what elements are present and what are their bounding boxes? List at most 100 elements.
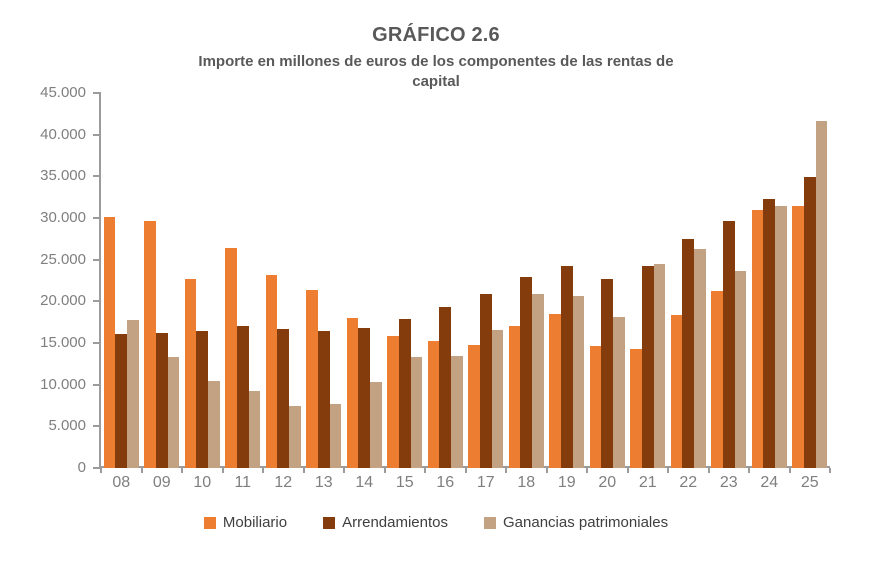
bar-18-arrendamientos xyxy=(520,277,533,468)
bar-20-ganancias-patrimoniales xyxy=(613,317,625,468)
chart-subtitle-line-1: Importe en millones de euros de los comp… xyxy=(198,53,674,70)
y-tick-label: 30.000 xyxy=(40,209,86,226)
bar-22-mobiliario xyxy=(670,314,683,468)
x-tick-label: 19 xyxy=(557,474,576,491)
y-tick-mark xyxy=(93,175,101,178)
bar-24-ganancias-patrimoniales xyxy=(775,206,787,468)
bar-group-20 xyxy=(587,93,628,468)
y-tick-label: 0 xyxy=(77,459,86,476)
x-tick-mark xyxy=(788,468,791,473)
bar-24-arrendamientos xyxy=(763,198,776,468)
x-tick-label: 13 xyxy=(314,474,333,491)
chart-subtitle: Importe en millones de euros de los comp… xyxy=(0,52,872,92)
y-tick-label: 35.000 xyxy=(40,167,86,185)
x-tick-label: 25 xyxy=(800,474,819,491)
y-tick-mark xyxy=(93,217,101,219)
bar-10-arrendamientos xyxy=(196,330,209,468)
x-tick-label: 11 xyxy=(234,474,252,491)
y-tick-mark xyxy=(93,467,101,469)
bar-23-ganancias-patrimoniales xyxy=(734,270,747,468)
bar-19-arrendamientos xyxy=(560,266,573,468)
bar-17-arrendamientos xyxy=(479,293,492,468)
y-tick-mark xyxy=(93,92,101,94)
bar-23-mobiliario xyxy=(711,291,723,468)
bar-12-arrendamientos xyxy=(277,328,290,468)
plot-area xyxy=(99,93,830,468)
legend-swatch xyxy=(203,516,216,529)
x-tick-mark xyxy=(383,468,386,473)
legend-swatch xyxy=(323,516,336,529)
bar-21-ganancias-patrimoniales xyxy=(653,263,666,468)
bar-16-ganancias-patrimoniales xyxy=(451,356,463,468)
x-tick-label: 21 xyxy=(638,474,657,491)
x-tick-label: 17 xyxy=(476,474,495,491)
bar-09-ganancias-patrimoniales xyxy=(167,357,180,468)
bar-25-arrendamientos xyxy=(803,177,816,468)
bar-group-15 xyxy=(385,93,426,468)
bar-20-arrendamientos xyxy=(601,278,614,468)
legend-label: Arrendamientos xyxy=(342,514,448,531)
x-tick-label: 24 xyxy=(760,474,779,491)
bar-25-ganancias-patrimoniales xyxy=(815,120,828,468)
bar-15-mobiliario xyxy=(387,336,399,468)
x-tick-mark xyxy=(424,468,426,473)
x-tick-mark xyxy=(181,468,183,473)
bar-21-mobiliario xyxy=(630,348,642,468)
bar-10-mobiliario xyxy=(184,278,197,468)
x-tick-mark xyxy=(262,468,264,473)
bar-group-16 xyxy=(425,93,466,468)
x-tick-label: 10 xyxy=(193,474,212,491)
bar-22-arrendamientos xyxy=(682,238,695,468)
bar-group-17 xyxy=(466,93,507,468)
y-tick-label: 10.000 xyxy=(40,375,86,393)
x-tick-mark xyxy=(586,468,588,473)
x-tick-mark xyxy=(100,468,102,473)
bar-15-arrendamientos xyxy=(398,318,411,468)
y-tick-label: 15.000 xyxy=(40,334,86,351)
legend-item-arrendamientos: Arrendamientos xyxy=(323,514,448,531)
bar-15-ganancias-patrimoniales xyxy=(410,357,423,468)
x-tick-label: 08 xyxy=(112,474,131,491)
x-tick-mark xyxy=(829,468,831,473)
x-tick-mark xyxy=(505,468,507,473)
x-tick-label: 16 xyxy=(436,474,455,491)
bar-18-ganancias-patrimoniales xyxy=(532,293,544,468)
bar-20-mobiliario xyxy=(589,345,602,468)
bar-25-mobiliario xyxy=(792,205,804,468)
bar-08-mobiliario xyxy=(103,217,116,468)
x-tick-label: 20 xyxy=(598,474,617,491)
y-tick-label: 40.000 xyxy=(40,125,86,143)
bar-group-21 xyxy=(628,93,669,468)
bar-group-18 xyxy=(506,93,547,468)
legend-label: Ganancias patrimoniales xyxy=(503,514,669,531)
chart-subtitle-line-2: capital xyxy=(412,73,460,90)
bar-14-ganancias-patrimoniales xyxy=(370,382,382,468)
bar-group-22 xyxy=(668,93,709,468)
bar-12-ganancias-patrimoniales xyxy=(289,406,301,468)
bar-08-arrendamientos xyxy=(115,333,128,468)
x-tick-label: 15 xyxy=(395,474,414,491)
y-tick-label: 25.000 xyxy=(40,250,86,268)
bar-group-13 xyxy=(304,93,345,468)
bar-group-25 xyxy=(790,93,831,468)
x-tick-mark xyxy=(343,468,345,473)
bar-11-mobiliario xyxy=(225,248,237,468)
x-tick-label: 22 xyxy=(679,474,698,491)
x-tick-mark xyxy=(221,468,224,473)
bar-group-23 xyxy=(709,93,750,468)
bar-24-mobiliario xyxy=(751,209,764,468)
x-tick-label: 23 xyxy=(719,474,738,491)
bar-08-ganancias-patrimoniales xyxy=(127,319,139,468)
y-tick-mark xyxy=(93,342,101,344)
bar-14-mobiliario xyxy=(346,318,359,468)
x-tick-label: 14 xyxy=(355,474,374,491)
bar-19-ganancias-patrimoniales xyxy=(572,296,585,468)
bar-13-mobiliario xyxy=(306,289,318,468)
bar-09-arrendamientos xyxy=(155,333,168,468)
bar-18-mobiliario xyxy=(508,325,521,468)
bar-12-mobiliario xyxy=(265,274,278,468)
y-tick-mark xyxy=(93,133,101,136)
x-tick-label: 12 xyxy=(274,474,293,491)
y-tick-label: 45.000 xyxy=(40,84,86,101)
x-tick-label: 09 xyxy=(152,474,171,491)
